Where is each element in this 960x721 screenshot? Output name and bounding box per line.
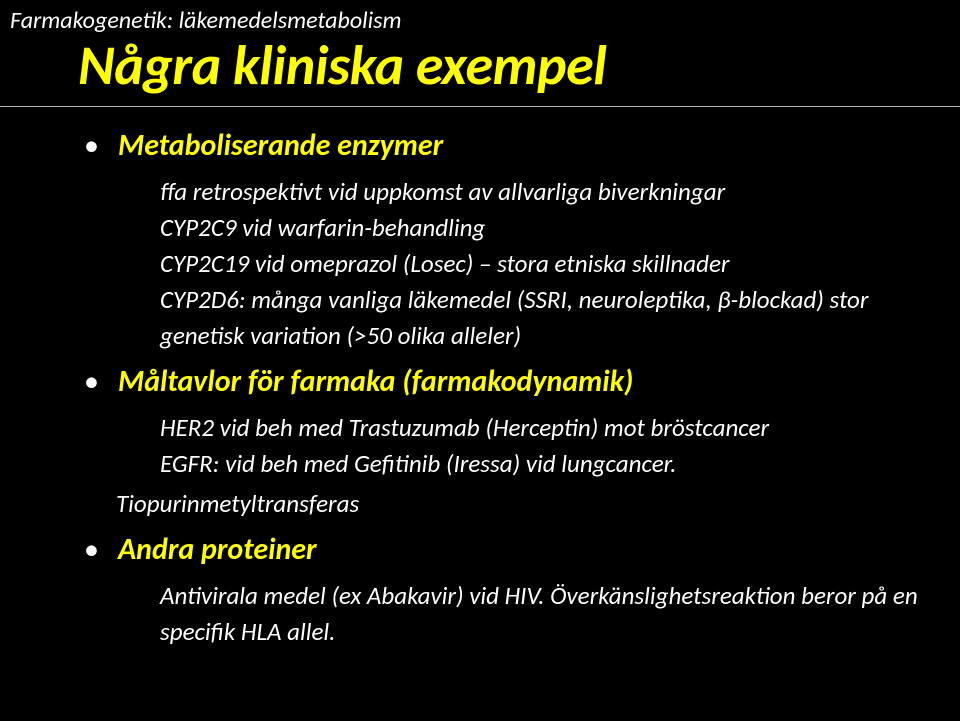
content-area: Metaboliserande enzymer ffa retrospektiv… [78, 128, 920, 660]
slide-title: Några kliniska exempel [78, 32, 606, 100]
body-line: HER2 vid beh med Trastuzumab (Herceptin)… [160, 410, 920, 446]
body-line: Antivirala medel (ex Abakavir) vid HIV. … [160, 578, 920, 650]
title-divider [0, 106, 960, 107]
body-line: EGFR: vid beh med Gefitinib (Iressa) vid… [160, 446, 920, 482]
context-label: Farmakogenetik: läkemedelsmetabolism [10, 6, 401, 35]
body-line: CYP2D6: många vanliga läkemedel (SSRI, n… [160, 282, 920, 354]
section-3: Andra proteiner Antivirala medel (ex Aba… [78, 532, 920, 650]
section-body: HER2 vid beh med Trastuzumab (Herceptin)… [160, 410, 920, 482]
section-2: Måltavlor för farmaka (farmakodynamik) H… [78, 364, 920, 522]
outdented-line: Tiopurinmetyltransferas [116, 486, 920, 522]
section-body: Antivirala medel (ex Abakavir) vid HIV. … [160, 578, 920, 650]
bullet-list: Metaboliserande enzymer ffa retrospektiv… [78, 128, 920, 650]
section-1: Metaboliserande enzymer ffa retrospektiv… [78, 128, 920, 354]
slide: Farmakogenetik: läkemedelsmetabolism Någ… [0, 0, 960, 721]
section-body: ffa retrospektivt vid uppkomst av allvar… [160, 174, 920, 354]
section-heading: Måltavlor för farmaka (farmakodynamik) [118, 364, 920, 400]
section-heading: Andra proteiner [118, 532, 920, 568]
body-line: ffa retrospektivt vid uppkomst av allvar… [160, 174, 920, 210]
body-line: CYP2C19 vid omeprazol (Losec) – stora et… [160, 246, 920, 282]
body-line: CYP2C9 vid warfarin-behandling [160, 210, 920, 246]
section-heading: Metaboliserande enzymer [118, 128, 920, 164]
